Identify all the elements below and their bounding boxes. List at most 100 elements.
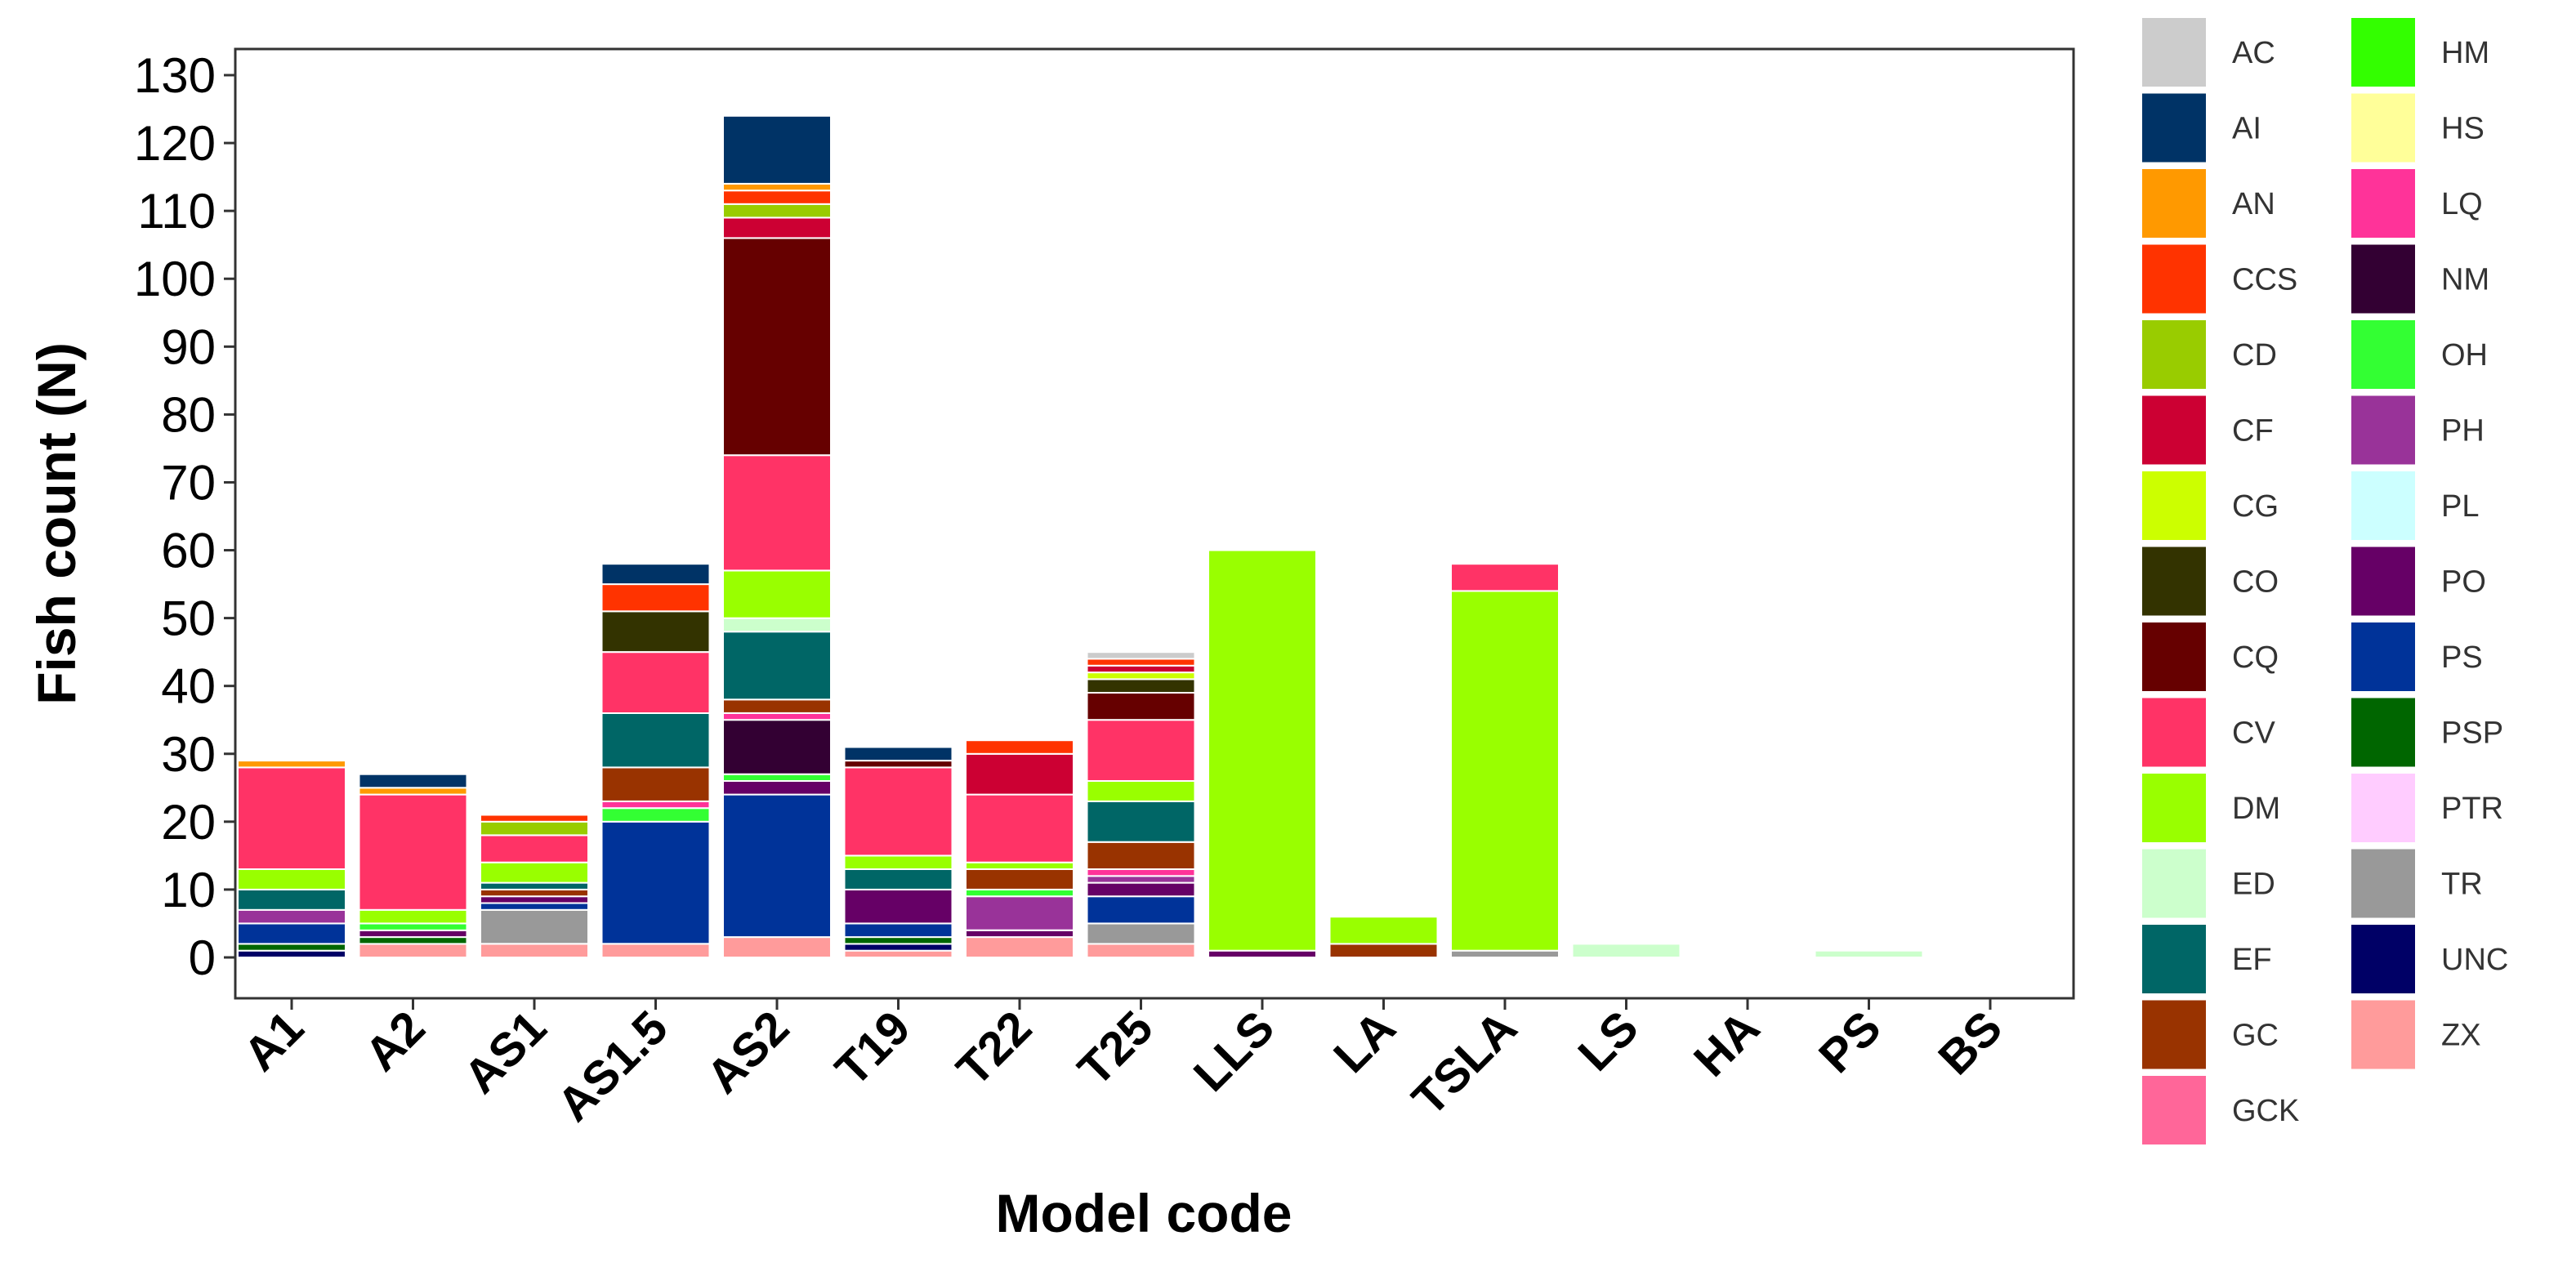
bar-segment-T22-DM (965, 861, 1074, 870)
bar-segment-TSLA-DM (1450, 590, 1560, 952)
legend-swatch-PSP (2351, 698, 2415, 767)
legend-swatch-ZX (2351, 1000, 2415, 1069)
legend-label-AC: AC (2232, 36, 2275, 70)
bar-segment-T25-CV (1086, 719, 1196, 783)
bar-segment-A1-UNC (237, 949, 346, 958)
legend-swatch-HM (2351, 18, 2415, 87)
legend-label-AN: AN (2232, 187, 2275, 221)
bar-segment-AS1-PO (480, 895, 589, 904)
bar-segment-A1-CV (237, 766, 346, 871)
legend-label-UNC: UNC (2441, 943, 2508, 977)
bar-segment-T25-DM (1086, 780, 1196, 802)
legend-swatch-CO (2142, 547, 2206, 616)
bar-segment-T25-CQ (1086, 692, 1196, 721)
legend-swatch-EF (2142, 925, 2206, 993)
bar-segment-AS2-AI (722, 114, 832, 185)
bar-segment-T25-GC (1086, 841, 1196, 871)
bar-segment-AS1-PS (480, 902, 589, 911)
legend-label-CO: CO (2232, 565, 2279, 600)
bar-segment-T19-UNC (843, 943, 953, 952)
bar-segment-T22-OH (965, 888, 1074, 898)
y-tick-label: 10 (161, 863, 216, 917)
bar-segment-T19-CV (843, 766, 953, 857)
legend-label-CQ: CQ (2232, 640, 2279, 675)
bar-segment-T19-DM (843, 854, 953, 871)
legend-label-NM: NM (2441, 263, 2489, 297)
legend-swatch-PH (2351, 395, 2415, 465)
bar-segment-AS1.5-ZX (600, 943, 711, 959)
bar-segment-T25-CF (1086, 664, 1196, 674)
bar-segment-AS1-TR (480, 908, 589, 945)
y-tick-label: 20 (161, 795, 216, 850)
legend-swatch-NM (2351, 244, 2415, 314)
bar-segment-A1-PH (237, 908, 346, 925)
bar-segment-AS1.5-LQ (600, 800, 711, 810)
bar-segment-AS2-CD (722, 203, 832, 219)
bar-segment-AS2-CV (722, 454, 832, 572)
legend-swatch-OH (2351, 320, 2415, 389)
legend-swatch-CG (2142, 471, 2206, 540)
bar-segment-T19-PS (843, 922, 953, 939)
legend-label-ZX: ZX (2441, 1019, 2481, 1053)
y-tick-label: 110 (137, 184, 216, 239)
bar-segment-AS2-GC (722, 698, 832, 714)
bar-segment-T25-EF (1086, 800, 1196, 843)
y-axis: 0 10 20 30 40 50 60 70 80 90 100 110 120 130 (134, 48, 235, 985)
bar-segment-T25-CG (1086, 672, 1196, 680)
bar-segment-AS1.5-GC (600, 766, 711, 802)
bar-segment-T25-PS (1086, 895, 1196, 925)
bar-segment-LLS-DM (1208, 549, 1317, 952)
y-tick-label: 40 (161, 659, 216, 714)
bar-segment-A2-DM (358, 908, 468, 925)
bar-segment-A1-PSP (237, 943, 346, 952)
y-tick-label: 100 (134, 252, 216, 306)
legend-label-PTR: PTR (2441, 792, 2503, 826)
bar-segment-T25-TR (1086, 922, 1196, 945)
bar-segment-T22-CF (965, 752, 1074, 796)
legend-label-CF: CF (2232, 414, 2274, 448)
legend-swatch-UNC (2351, 925, 2415, 993)
bar-segment-LLS-PO (1208, 949, 1317, 958)
y-tick-label: 0 (189, 930, 216, 985)
bar-segment-A2-ZX (358, 943, 468, 959)
legend-swatch-PL (2351, 471, 2415, 540)
legend-swatch-DM (2142, 774, 2206, 842)
legend-swatch-GCK (2142, 1076, 2206, 1144)
y-tick-label: 50 (161, 591, 216, 646)
legend-label-DM: DM (2232, 792, 2280, 826)
bar-segment-AS2-DM (722, 569, 832, 619)
legend-swatch-PO (2351, 547, 2415, 616)
bar-segment-A1-AN (237, 760, 346, 769)
legend-swatch-CD (2142, 320, 2206, 389)
bar-segment-A2-PO (358, 929, 468, 939)
legend-swatch-AI (2142, 93, 2206, 163)
bar-segment-AS2-CQ (722, 237, 832, 457)
bar-segment-AS2-AN (722, 182, 832, 192)
bar-segment-T25-CO (1086, 678, 1196, 694)
bar-segment-AS2-PS (722, 793, 832, 939)
plot-frame (234, 47, 2075, 1000)
legend-label-GCK: GCK (2232, 1094, 2299, 1128)
bar-segment-AS1.5-OH (600, 807, 711, 823)
bar-segment-AS1-CD (480, 820, 589, 837)
legend-swatch-CQ (2142, 622, 2206, 691)
bar-segment-AS1-GC (480, 888, 589, 898)
bar-segment-T25-AC (1086, 651, 1196, 660)
legend-label-PH: PH (2441, 414, 2484, 448)
y-tick-label: 120 (134, 116, 216, 171)
y-tick-label: 30 (161, 727, 216, 782)
bar-segment-AS1-EF (480, 881, 589, 890)
bar-segment-AS2-NM (722, 719, 832, 775)
bar-segment-T25-CCS (1086, 658, 1196, 667)
legend-label-CG: CG (2232, 489, 2279, 524)
bar-segment-T22-PH (965, 895, 1074, 931)
bar-segment-A1-EF (237, 888, 346, 911)
legend-swatch-HS (2351, 93, 2415, 163)
bar-segment-AS2-CF (722, 216, 832, 239)
bar-segment-A2-AN (358, 787, 468, 796)
legend-swatch-PTR (2351, 774, 2415, 842)
bar-segment-AS2-ED (722, 617, 832, 633)
bar-segment-LS-ED (1571, 943, 1681, 959)
bar-segment-T19-ZX (843, 949, 953, 958)
